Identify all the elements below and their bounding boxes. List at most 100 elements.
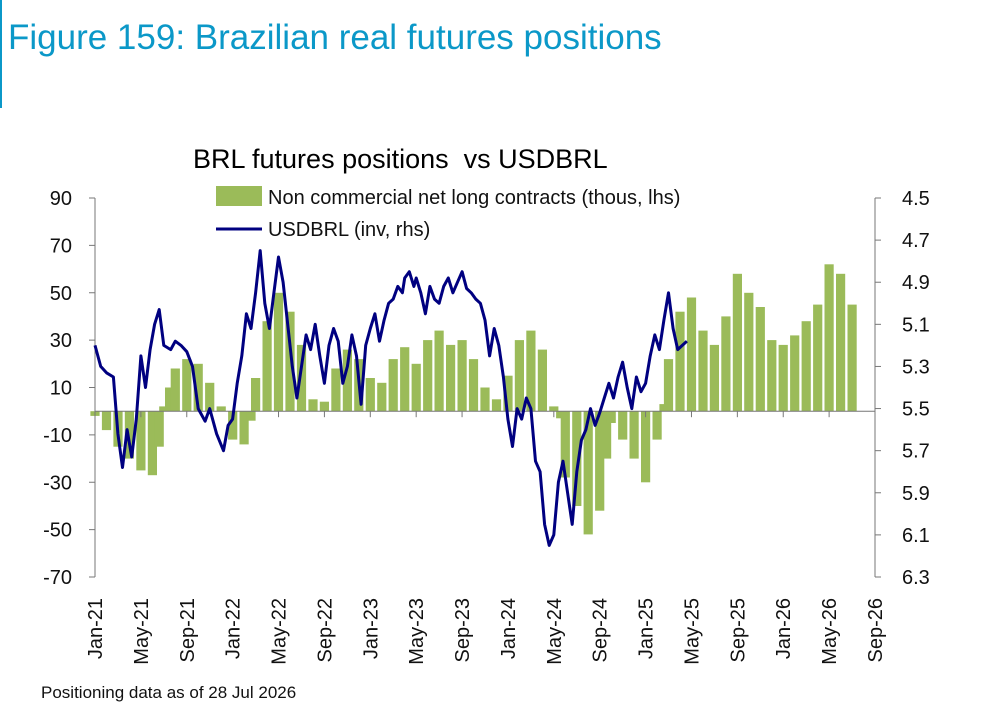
bar-59 [698,330,708,412]
left-tick-label-7: -50 [43,520,72,542]
bar-36 [468,359,479,412]
left-tick-label-3: 30 [50,330,72,352]
x-tick-label-14: Sep-25 [727,598,749,663]
x-tick-label-7: May-23 [406,598,428,665]
bar-54 [652,411,662,440]
chart-axes: 90 70 50 30 10 -10 -30 -50 -70 4.5 4.7 4.9 5.1 5.3 5.5… [43,188,930,665]
x-tick-label-1: May-21 [131,598,153,665]
bar-series [90,264,857,535]
bar-40 [514,340,524,412]
bar-47 [583,411,593,535]
bar-17 [251,378,261,412]
right-tick-label-9: 6.3 [902,567,930,589]
x-tick-label-2: Sep-21 [177,598,199,663]
bar-10 [182,359,192,412]
bar-22 [308,399,318,412]
bar-71 [836,273,846,412]
bar-11 [193,363,203,412]
bar-19 [273,292,284,412]
bar-41 [526,330,536,412]
bar-32 [423,340,433,412]
right-tick-label-2: 4.9 [902,272,930,294]
bar-23 [319,401,329,412]
bar-66 [778,344,788,412]
x-tick-label-6: Jan-23 [360,598,382,659]
left-tick-label-5: -10 [43,425,72,447]
legend-swatch-bars [216,186,262,206]
bar-43 [549,406,559,412]
bar-67 [790,335,800,412]
bar-18 [262,321,272,412]
right-tick-label-1: 4.7 [902,230,930,252]
bar-29 [388,359,398,412]
bar-31 [411,363,421,412]
right-tick-label-3: 5.1 [902,314,930,336]
bar-8 [165,387,175,412]
bar-63 [744,292,754,412]
left-tick-label-4: 10 [50,378,72,400]
bar-64 [755,307,765,412]
x-tick-label-15: Jan-26 [773,598,795,659]
bar-46 [572,411,582,506]
x-tick-label-12: Jan-25 [636,598,658,659]
bar-1 [101,411,112,431]
bar-25 [342,349,352,412]
bar-15 [239,411,249,445]
x-tick-label-17: Sep-26 [865,598,887,663]
footnote: Positioning data as of 28 Jul 2026 [41,683,297,702]
bar-7 [159,406,169,412]
bar-34 [446,344,456,412]
x-tick-label-10: May-24 [544,598,566,665]
bar-56 [663,359,674,412]
x-tick-label-0: Jan-21 [85,598,107,659]
bar-68 [801,321,811,412]
bar-37 [480,387,490,412]
left-tick-label-6: -30 [43,472,72,494]
x-tick-label-16: May-26 [819,598,841,665]
bar-48 [595,411,605,511]
chart-title: BRL futures positions vs USDBRL [193,144,608,174]
bar-70 [824,264,834,412]
legend-label-bars: Non commercial net long contracts (thous… [268,187,680,209]
bar-61 [721,316,731,412]
right-tick-label-6: 5.7 [902,441,930,463]
bar-38 [491,399,502,412]
bar-16 [246,411,256,421]
left-tick-label-0: 90 [50,188,72,210]
left-tick-label-8: -70 [43,567,72,589]
x-tick-label-11: Sep-24 [590,598,612,663]
bar-27 [365,378,375,412]
bar-65 [767,340,777,412]
right-tick-label-5: 5.5 [902,399,930,421]
bar-42 [537,349,547,412]
figure-title: Figure 159: Brazilian real futures posit… [8,18,662,57]
bar-57 [675,311,685,412]
usdbrl-line [93,249,688,547]
legend-label-line: USDBRL (inv, rhs) [268,219,430,241]
bar-35 [457,340,467,412]
bar-69 [813,304,823,412]
x-tick-label-8: Sep-23 [452,598,474,663]
bar-30 [400,347,410,412]
right-tick-label-0: 4.5 [902,188,930,210]
bar-53 [641,411,651,483]
bar-49 [602,411,612,459]
left-tick-label-1: 70 [50,235,72,257]
bar-4 [136,411,146,471]
x-tick-label-4: May-22 [269,598,291,665]
bar-39 [503,375,513,412]
bar-58 [686,297,697,412]
bar-28 [377,382,387,412]
bar-21 [296,344,307,412]
chart-canvas: 90 70 50 30 10 -10 -30 -50 -70 4.5 4.7 4.9 5.1 5.3 5.5… [43,186,930,665]
bar-51 [618,411,628,440]
bar-52 [629,411,639,459]
left-tick-label-2: 50 [50,283,72,305]
bar-24 [331,368,341,412]
bar-9 [170,368,180,412]
x-tick-label-5: Sep-22 [314,598,336,663]
x-tick-label-3: Jan-22 [223,598,245,659]
right-tick-label-8: 6.1 [902,525,930,547]
bar-44 [556,411,566,419]
bar-60 [709,344,719,412]
